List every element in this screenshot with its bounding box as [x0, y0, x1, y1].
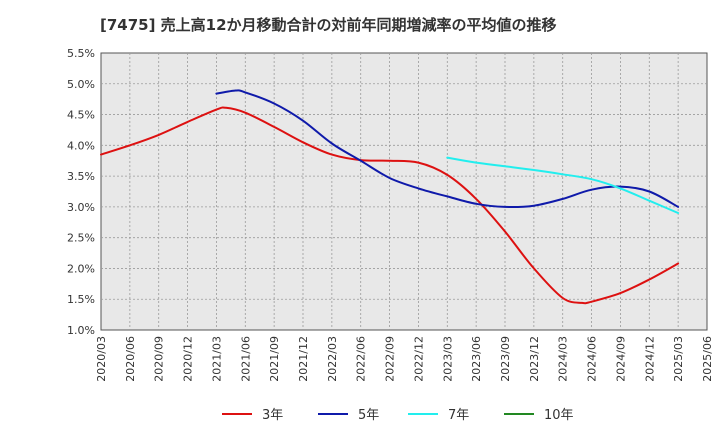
x-tick-label: 2022/06	[355, 336, 368, 382]
series	[100, 89, 680, 305]
legend-label: 7年	[448, 408, 469, 423]
x-tick-label: 2023/03	[441, 336, 454, 382]
y-tick-label: 1.5%	[67, 293, 95, 306]
series-line	[215, 89, 680, 209]
series-line	[100, 106, 680, 305]
y-tick-label: 4.0%	[67, 139, 95, 152]
x-tick-label: 2022/09	[384, 336, 397, 382]
x-tick-label: 2023/12	[528, 336, 541, 382]
x-axis: 2020/03 2020/06 2020/09 2020/12 2021/03 2021/…	[95, 336, 714, 382]
chart-title: [7475] 売上高12か月移動合計の対前年同期増減率の平均値の推移	[100, 16, 557, 34]
x-tick-label: 2020/12	[182, 336, 195, 382]
y-tick-label: 1.0%	[67, 324, 95, 337]
legend: 3年 5年 7年 10年	[222, 408, 574, 423]
y-tick-label: 5.5%	[67, 47, 95, 60]
legend-label: 3年	[262, 408, 283, 423]
y-tick-label: 2.0%	[67, 262, 95, 275]
x-tick-label: 2021/03	[210, 336, 223, 382]
grid	[101, 53, 707, 330]
y-tick-label: 4.5%	[67, 109, 95, 122]
y-axis: 1.0% 1.5% 2.0% 2.5% 3.0% 3.5% 4.0% 4.5% 5.0% 5.5%	[67, 47, 95, 337]
x-tick-label: 2022/12	[412, 336, 425, 382]
x-tick-label: 2021/06	[239, 336, 252, 382]
x-tick-label: 2024/03	[557, 336, 570, 382]
series-line	[446, 156, 680, 214]
x-tick-label: 2020/06	[124, 336, 137, 382]
x-tick-label: 2020/09	[153, 336, 166, 382]
x-tick-label: 2023/09	[499, 336, 512, 382]
x-tick-label: 2021/12	[297, 336, 310, 382]
x-tick-label: 2024/06	[586, 336, 599, 382]
y-tick-label: 3.5%	[67, 170, 95, 183]
legend-label: 5年	[358, 408, 379, 423]
y-tick-label: 3.0%	[67, 201, 95, 214]
x-tick-label: 2022/03	[326, 336, 339, 382]
x-tick-label: 2025/06	[701, 336, 714, 382]
x-tick-label: 2024/09	[614, 336, 627, 382]
y-tick-label: 2.5%	[67, 232, 95, 245]
x-tick-label: 2023/06	[470, 336, 483, 382]
x-tick-label: 2020/03	[95, 336, 108, 382]
x-tick-label: 2024/12	[643, 336, 656, 382]
x-tick-label: 2025/03	[672, 336, 685, 382]
legend-label: 10年	[544, 408, 574, 423]
y-tick-label: 5.0%	[67, 78, 95, 91]
plot-area	[100, 52, 708, 331]
x-tick-label: 2021/09	[268, 336, 281, 382]
